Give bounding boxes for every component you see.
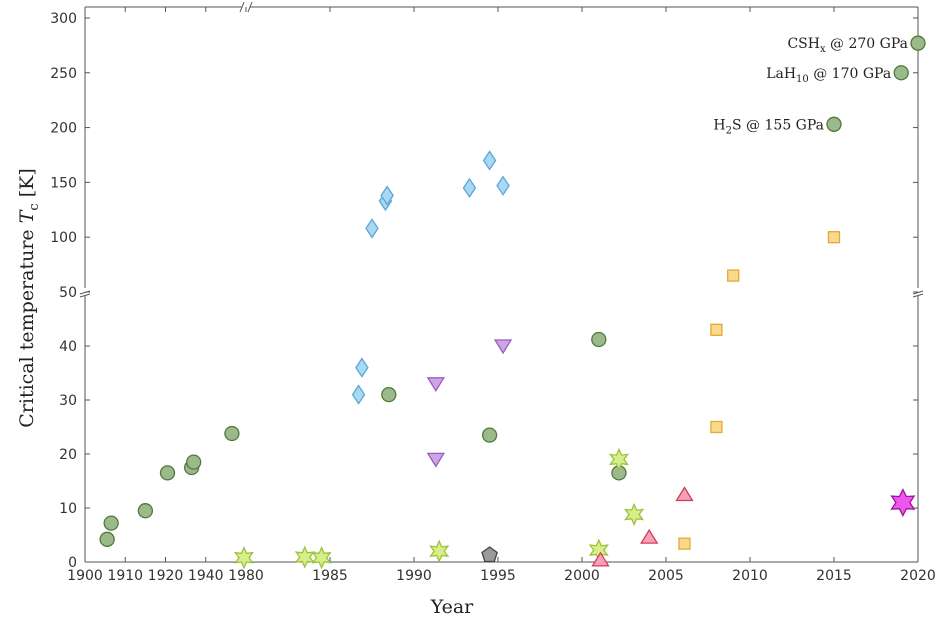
y-tick-label: 200 — [50, 121, 77, 137]
y-tick-label: 150 — [50, 175, 77, 191]
cuprates-point — [380, 185, 394, 206]
x-tick-label: 1920 — [148, 568, 184, 584]
cuprates-point — [462, 177, 477, 199]
conventional-point — [103, 515, 119, 531]
y-tick-label: 10 — [59, 501, 77, 517]
carbon-point — [640, 528, 659, 544]
fullerides-point — [426, 452, 446, 468]
x-tick-label: 2005 — [648, 568, 684, 584]
heavy-fermion-point — [623, 502, 645, 527]
y-tick-label: 250 — [50, 66, 77, 82]
conventional-point — [99, 531, 115, 547]
y-tick-label: 30 — [59, 393, 77, 409]
conventional-point — [137, 503, 154, 519]
annotation-label: CSHx @ 270 GPa — [787, 36, 908, 55]
tick-marks — [84, 7, 919, 563]
fullerides-point — [493, 339, 513, 355]
y-axis-title: Critical temperature Tc [K] — [16, 168, 42, 427]
fullerides-point — [426, 377, 446, 393]
conventional-point — [481, 427, 498, 443]
y-tick-label: 100 — [50, 230, 77, 246]
heavy-fermion-point — [311, 546, 332, 570]
cuprates-point — [355, 357, 369, 378]
heavy-fermion-point — [233, 546, 254, 570]
x-tick-label: 1995 — [480, 568, 516, 584]
y-tick-label: 0 — [68, 555, 77, 571]
cuprates-point — [351, 384, 366, 405]
carbon-point — [591, 551, 610, 567]
plot-area — [85, 7, 918, 562]
data-points — [99, 35, 926, 570]
y-axis-title-symbol: T — [16, 209, 38, 223]
annotations: CSHx @ 270 GPa LaH10 @ 170 GPa H2S @ 155 G… — [713, 36, 908, 136]
nickelate-point — [890, 488, 916, 518]
x-tick-label: 1980 — [228, 568, 264, 584]
conventional-point — [159, 465, 176, 481]
axes — [79, 1, 924, 563]
cuprates-point — [496, 175, 510, 196]
conventional-point — [826, 116, 842, 132]
conventional-point — [381, 386, 397, 403]
iron-based-point — [678, 537, 691, 550]
x-tick-label: 1900 — [67, 568, 103, 584]
conventional-point — [910, 35, 926, 51]
x-tick-label: 2020 — [900, 568, 936, 584]
x-break-mark-top — [239, 1, 253, 13]
conventional-point — [893, 65, 909, 81]
y-axis-title-main: Critical temperature — [16, 223, 38, 427]
iron-based-point — [710, 323, 723, 336]
x-axis-title: Year — [430, 596, 474, 618]
conventional-point — [186, 454, 202, 470]
other-point — [481, 546, 498, 563]
y-axis-title-unit: [K] — [16, 168, 38, 203]
x-tick-label: 1940 — [188, 568, 224, 584]
iron-based-point — [727, 269, 740, 282]
x-tick-label: 1910 — [107, 568, 143, 584]
y-axis-title-sub: c — [27, 203, 42, 210]
annotation-label: H2S @ 155 GPa — [713, 117, 824, 136]
x-tick-label: 2015 — [816, 568, 852, 584]
conventional-point — [224, 425, 240, 442]
cuprates-point — [365, 218, 379, 239]
carbon-point — [675, 486, 694, 502]
heavy-fermion-point — [608, 447, 629, 472]
x-tick-label: 1985 — [312, 568, 348, 584]
y-tick-label: 300 — [50, 11, 77, 27]
x-tick-label: 1990 — [396, 568, 432, 584]
cuprates-point — [482, 150, 497, 171]
iron-based-point — [710, 420, 723, 434]
x-tick-label: 2000 — [564, 568, 600, 584]
y-tick-label: 20 — [59, 447, 77, 463]
conventional-point — [591, 331, 607, 348]
heavy-fermion-point — [294, 545, 315, 569]
annotation-label: LaH10 @ 170 GPa — [766, 66, 891, 85]
y-tick-label: 50 — [59, 285, 77, 301]
tick-labels: 1900 1910 1920 1940 1980 1985 1990 1995 2000 2005… — [50, 11, 936, 584]
heavy-fermion-point — [429, 539, 450, 563]
y-tick-label: 40 — [59, 339, 77, 355]
x-tick-label: 2010 — [732, 568, 768, 584]
iron-based-point — [827, 231, 841, 244]
